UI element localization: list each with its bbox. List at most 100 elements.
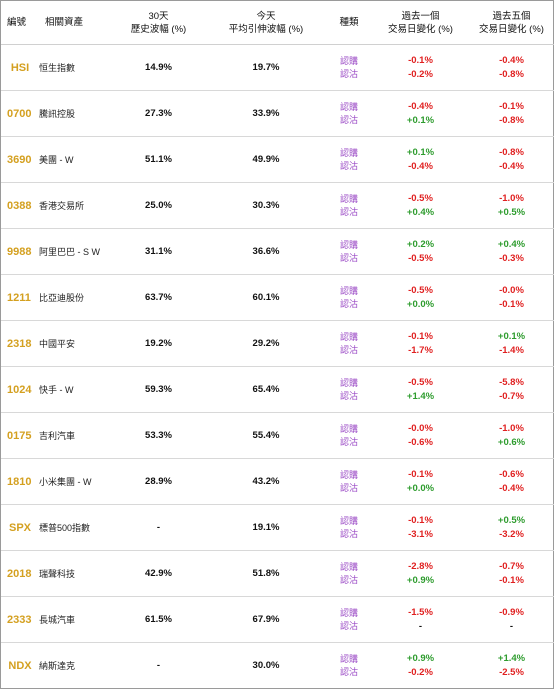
call-type-label: 認購 — [339, 55, 358, 66]
put-type-label: 認沽 — [339, 482, 358, 493]
asset-name: 小米集團 - W — [39, 458, 111, 505]
call-change-5d: +0.5% — [497, 514, 526, 526]
call-change-1d: -0.1% — [408, 514, 433, 526]
asset-code: SPX — [1, 504, 39, 551]
asset-code-text: 2318 — [7, 337, 32, 350]
put-type-label: 認沽 — [339, 252, 358, 263]
asset-code: 0388 — [1, 182, 39, 229]
table-row[interactable]: 2018 瑞聲科技 42.9% 51.8% 認購 認沽 -2.8% +0.9% -0.7% -0.… — [1, 550, 554, 597]
table-header-row: 編號 相關資產 30天 歷史波幅 (%) 今天 平均引伸波幅 (%) 種類 過去一個… — [1, 1, 554, 45]
implied-volatility-value: 51.8% — [252, 568, 280, 579]
table-row[interactable]: NDX 納斯達克 - 30.0% 認購 認沽 +0.9% -0.2% +1.4% -2.5% — [1, 642, 554, 689]
put-change-5d: -2.5% — [499, 666, 524, 678]
historical-volatility-value: 27.3% — [145, 108, 172, 119]
implied-volatility: 30.3% — [206, 182, 326, 229]
change-1d: +0.9% -0.2% — [372, 642, 469, 689]
implied-volatility: 60.1% — [206, 274, 326, 321]
call-change-1d: -0.4% — [408, 100, 433, 112]
historical-volatility-value: 63.7% — [145, 292, 172, 303]
implied-volatility-value: 19.1% — [252, 522, 280, 533]
table-row[interactable]: 1024 快手 - W 59.3% 65.4% 認購 認沽 -0.5% +1.4% -5.8% -… — [1, 366, 554, 413]
call-change-5d: +0.1% — [497, 330, 526, 342]
put-change-5d: -3.2% — [499, 528, 524, 540]
implied-volatility: 30.0% — [206, 642, 326, 689]
asset-name-text: 納斯達克 — [39, 661, 76, 672]
put-change-5d: -0.8% — [499, 68, 524, 80]
put-type-label: 認沽 — [339, 114, 358, 125]
implied-volatility: 36.6% — [206, 228, 326, 275]
historical-volatility: 25.0% — [111, 182, 206, 229]
asset-name: 阿里巴巴 - S W — [39, 228, 111, 275]
implied-volatility-value: 65.4% — [252, 384, 280, 395]
implied-volatility-value: 49.9% — [252, 154, 280, 165]
warrant-types: 認購 認沽 — [326, 90, 372, 137]
historical-volatility-value: 61.5% — [145, 614, 172, 625]
asset-code: 2018 — [1, 550, 39, 597]
call-change-5d: -0.7% — [499, 560, 524, 572]
call-type-label: 認購 — [339, 515, 358, 526]
table-row[interactable]: 0388 香港交易所 25.0% 30.3% 認購 認沽 -0.5% +0.4% -1.0% +0… — [1, 182, 554, 229]
put-type-label: 認沽 — [339, 666, 358, 677]
put-change-5d: -0.7% — [499, 390, 524, 402]
implied-volatility: 43.2% — [206, 458, 326, 505]
table-row[interactable]: 0700 騰訊控股 27.3% 33.9% 認購 認沽 -0.4% +0.1% -0.1% -0.… — [1, 90, 554, 137]
asset-name: 美團 - W — [39, 136, 111, 183]
table-row[interactable]: 0175 吉利汽車 53.3% 55.4% 認購 認沽 -0.0% -0.6% -1.0% +0.… — [1, 412, 554, 459]
asset-code: 3690 — [1, 136, 39, 183]
put-type-label: 認沽 — [339, 620, 358, 631]
change-1d: -2.8% +0.9% — [372, 550, 469, 597]
implied-volatility-value: 30.3% — [252, 200, 280, 211]
asset-name-text: 中國平安 — [39, 339, 76, 349]
asset-code-text: NDX — [8, 659, 32, 672]
table-row[interactable]: HSI 恒生指數 14.9% 19.7% 認購 認沽 -0.1% -0.2% -0.4% -0.8… — [1, 45, 554, 91]
put-change-5d: -0.3% — [499, 252, 524, 264]
call-change-5d: -0.8% — [499, 146, 524, 158]
asset-name: 長城汽車 — [39, 596, 111, 643]
implied-volatility-value: 29.2% — [252, 338, 280, 349]
call-change-1d: +0.2% — [406, 238, 435, 250]
change-5d: -0.8% -0.4% — [469, 136, 554, 183]
put-change-5d: +0.6% — [497, 436, 526, 448]
warrant-types: 認購 認沽 — [326, 504, 372, 551]
put-type-label: 認沽 — [339, 68, 358, 79]
warrant-types: 認購 認沽 — [326, 228, 372, 275]
table-row[interactable]: 2318 中國平安 19.2% 29.2% 認購 認沽 -0.1% -1.7% +0.1% -1.… — [1, 320, 554, 367]
asset-code-text: 3690 — [7, 153, 32, 166]
implied-volatility-value: 19.7% — [252, 62, 280, 73]
table-row[interactable]: 1211 比亞迪股份 63.7% 60.1% 認購 認沽 -0.5% +0.0% -0.0% -0… — [1, 274, 554, 321]
call-change-5d: -0.6% — [499, 468, 524, 480]
put-type-label: 認沽 — [339, 574, 358, 585]
table-row[interactable]: 1810 小米集團 - W 28.9% 43.2% 認購 認沽 -0.1% +0.0% -0.6… — [1, 458, 554, 505]
table-row[interactable]: 3690 美團 - W 51.1% 49.9% 認購 認沽 +0.1% -0.4% -0.8% -… — [1, 136, 554, 183]
implied-volatility: 55.4% — [206, 412, 326, 459]
call-type-label: 認購 — [339, 561, 358, 572]
call-change-1d: -0.5% — [408, 284, 433, 296]
asset-name: 標普500指數 — [39, 504, 111, 551]
call-type-label: 認購 — [339, 239, 358, 250]
table-row[interactable]: 2333 長城汽車 61.5% 67.9% 認購 認沽 -1.5% - -0.9% - — [1, 596, 554, 643]
change-1d: -0.4% +0.1% — [372, 90, 469, 137]
change-1d: -0.1% -0.2% — [372, 45, 469, 91]
put-change-1d: -0.4% — [408, 160, 433, 172]
call-change-1d: -0.0% — [408, 422, 433, 434]
call-change-1d: +0.1% — [406, 146, 435, 158]
put-change-5d: -0.4% — [499, 160, 524, 172]
historical-volatility-value: 51.1% — [145, 154, 172, 165]
put-change-5d: -0.4% — [499, 482, 524, 494]
warrant-types: 認購 認沽 — [326, 366, 372, 413]
implied-volatility-value: 60.1% — [252, 292, 280, 303]
change-1d: -0.5% +1.4% — [372, 366, 469, 413]
call-type-label: 認購 — [339, 285, 358, 296]
call-type-label: 認購 — [339, 377, 358, 388]
table-row[interactable]: 9988 阿里巴巴 - S W 31.1% 36.6% 認購 認沽 +0.2% -0.5% +0… — [1, 228, 554, 275]
put-change-1d: +0.4% — [406, 206, 435, 218]
historical-volatility: - — [111, 504, 206, 551]
asset-name-text: 快手 - W — [39, 385, 74, 395]
table-row[interactable]: SPX 標普500指數 - 19.1% 認購 認沽 -0.1% -3.1% +0.5% -3.2% — [1, 504, 554, 551]
warrant-types: 認購 認沽 — [326, 596, 372, 643]
asset-name-text: 比亞迪股份 — [39, 293, 85, 303]
asset-code-text: 2333 — [7, 613, 32, 626]
call-change-1d: -0.1% — [408, 54, 433, 66]
header-change-5d: 過去五個 交易日變化 (%) — [469, 1, 554, 45]
